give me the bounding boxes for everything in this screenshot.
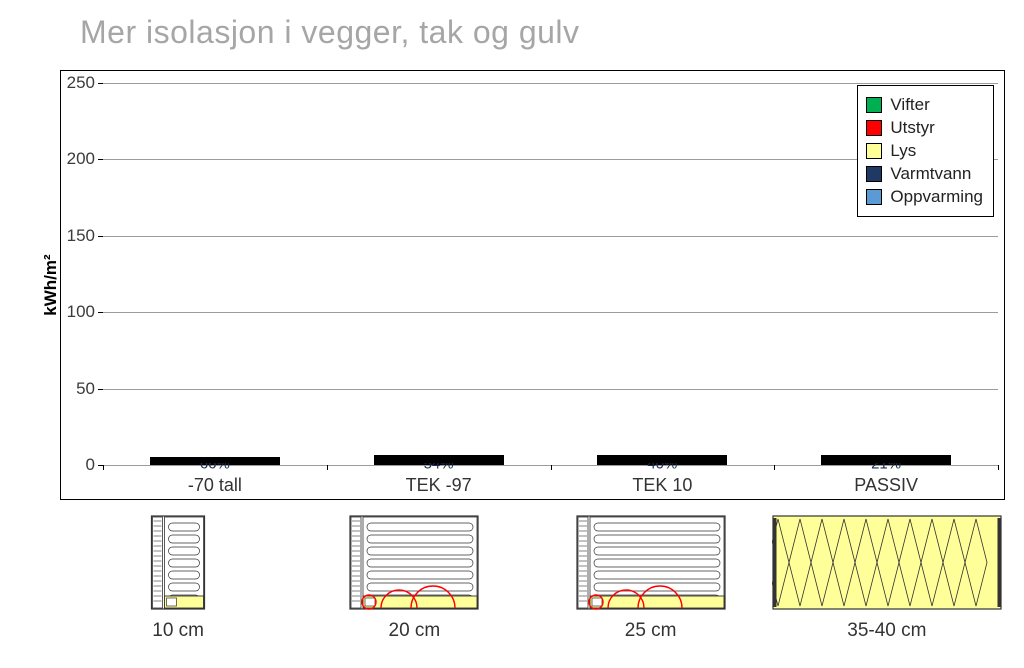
x-tick [103,465,104,470]
legend-swatch [866,143,882,159]
legend-item: Utstyr [866,118,983,138]
legend-swatch [866,120,882,136]
category-label: PASSIV [854,465,918,496]
thickness-label: 20 cm [389,620,441,642]
wall-section-diagram: 10 cm [151,515,206,610]
bar-segment-lys [150,459,280,461]
bar-segment-utstyr [597,457,727,459]
wall-section-diagram: 20 cm [349,515,479,610]
category-label: -70 tall [188,465,242,496]
bar-segment-varmtvann [821,461,951,463]
bar-segment-utstyr [821,457,951,459]
x-tick [551,465,552,470]
category-label: TEK 10 [632,465,692,496]
y-tick-label: 100 [61,302,103,322]
legend-item: Lys [866,141,983,161]
legend-item: Varmtvann [866,164,983,184]
legend-item: Oppvarming [866,187,983,207]
y-tick-label: 50 [61,379,103,399]
page-title: Mer isolasjon i vegger, tak og gulv [80,14,580,51]
bar-segment-lys [374,459,504,461]
bar-segment-lys [597,459,727,461]
bar: 21% [821,455,951,465]
legend-swatch [866,166,882,182]
legend-item: Vifter [866,95,983,115]
bar-segment-utstyr [374,457,504,459]
x-tick [774,465,775,470]
x-tick [998,465,999,470]
thickness-label: 10 cm [152,620,204,642]
y-tick-label: 150 [61,226,103,246]
bar-segment-vifter [821,455,951,457]
legend-swatch [866,97,882,113]
wall-section-diagram: 25 cm [576,515,726,610]
bar: 66% [150,457,280,465]
chart-container: kWh/m² 05010015020025066%-70 tall54%TEK … [60,70,1005,500]
bar-segment-lys [821,459,951,461]
wall-section-diagram: 35-40 cm [772,515,1002,610]
legend-label: Varmtvann [890,164,971,184]
legend-label: Lys [890,141,916,161]
bar-segment-vifter [597,455,727,457]
diagram-row: 10 cm 20 cm 25 cm 35-40 cm [60,515,1005,620]
thickness-label: 25 cm [625,620,677,642]
gridline [103,389,998,390]
bar-segment-vifter [374,455,504,457]
bar: 54% [374,455,504,465]
y-tick-label: 250 [61,73,103,93]
legend-label: Oppvarming [890,187,983,207]
bar-segment-varmtvann [374,461,504,463]
legend-swatch [866,189,882,205]
y-tick-label: 0 [61,455,103,475]
category-label: TEK -97 [406,465,472,496]
gridline [103,236,998,237]
legend: Vifter Utstyr Lys Varmtvann Oppvarming [857,85,994,217]
y-tick-label: 200 [61,149,103,169]
bar-segment-varmtvann [150,461,280,463]
bar: 40% [597,455,727,465]
gridline [103,312,998,313]
thickness-label: 35-40 cm [847,620,926,642]
bar-segment-varmtvann [597,461,727,463]
x-tick [327,465,328,470]
gridline [103,83,998,84]
legend-label: Vifter [890,95,929,115]
legend-label: Utstyr [890,118,934,138]
y-axis-label: kWh/m² [41,254,61,315]
bar-segment-utstyr [150,457,280,459]
